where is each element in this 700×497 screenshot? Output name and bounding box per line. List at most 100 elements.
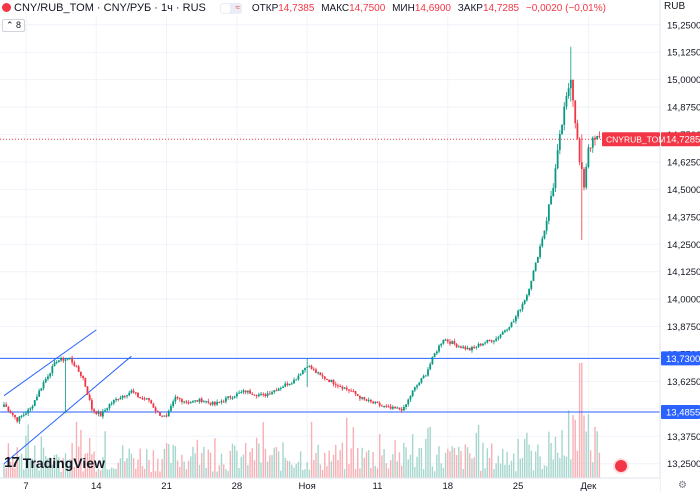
volume-bar [304, 469, 306, 478]
candle-body [233, 396, 236, 398]
volume-bar [233, 445, 236, 478]
candle-body [183, 401, 186, 403]
volume-bar [216, 471, 218, 478]
volume-bar [86, 453, 89, 478]
candle-body [196, 400, 199, 402]
volume-bar [51, 464, 54, 478]
volume-bar [236, 450, 238, 478]
candle-body [7, 406, 10, 412]
candle-body [209, 402, 212, 405]
compare-toggle[interactable]: ≈ [219, 2, 242, 14]
tradingview-logo[interactable]: 17 TradingView [4, 454, 105, 471]
volume-bar [251, 448, 253, 478]
volume-bar [40, 436, 43, 478]
candle-body [517, 310, 519, 317]
candle-body [163, 415, 166, 417]
candle-body [62, 358, 65, 361]
volume-bar [47, 458, 49, 478]
candle-body [47, 376, 49, 379]
volume-bar [302, 469, 304, 478]
candle-body [25, 413, 27, 415]
symbol-title[interactable]: CNY/RUB_TOM · CNY/РУБ · 1ч · RUS [14, 2, 206, 14]
volume-bar [286, 460, 289, 478]
trend-channel[interactable] [3, 329, 132, 465]
price-marker-box [661, 405, 700, 420]
candle-body [501, 332, 504, 335]
candle-body [378, 402, 381, 406]
settings-gear-icon[interactable]: ⚙ [678, 480, 687, 491]
volume-bar [581, 363, 583, 478]
volume-bar [451, 446, 453, 478]
volume-bar [310, 421, 313, 478]
candle-body [128, 392, 131, 396]
candle-body [152, 403, 155, 408]
volume-bar [315, 453, 317, 478]
horizontal-lines[interactable] [0, 138, 660, 413]
candle-body [97, 412, 100, 414]
candle-body [536, 257, 539, 263]
volume-bar [244, 442, 247, 478]
candle-body [275, 390, 278, 392]
candle-body [574, 100, 577, 124]
volume-bar [585, 431, 587, 478]
candle-body [556, 150, 559, 169]
volume-bar [407, 459, 409, 478]
record-button[interactable] [615, 460, 627, 472]
candle-body [29, 408, 32, 410]
volume-bar [146, 449, 148, 478]
candle-body [77, 366, 80, 372]
volume-bar [291, 464, 293, 478]
candle-body [165, 415, 168, 417]
candle-body [422, 375, 425, 379]
volume-bar [576, 450, 579, 478]
candle-body [301, 370, 304, 375]
candle-body [104, 410, 106, 412]
volume-bar [570, 459, 572, 478]
candle-body [569, 79, 572, 89]
candle-body [187, 402, 190, 404]
candle-body [304, 367, 306, 371]
volume-bar [106, 469, 108, 478]
channel-line-upper [3, 329, 97, 397]
volume-bar [159, 471, 161, 478]
candle-body [583, 168, 585, 188]
volume-bar [592, 462, 594, 478]
volume-bar [528, 444, 530, 478]
volume-bar [82, 471, 84, 478]
tradingview-mark-icon: 17 [4, 454, 20, 471]
volume-bar [574, 419, 576, 478]
candle-body [405, 404, 407, 407]
volume-bar [280, 470, 282, 478]
candle-body [203, 401, 205, 403]
candle-body [260, 393, 262, 395]
volume-bar [91, 454, 93, 478]
volume-bar [183, 461, 185, 478]
price-marker-box [661, 351, 700, 366]
volume-bar [277, 451, 280, 478]
candle-body [227, 396, 229, 398]
volume-bar [477, 424, 480, 478]
time-tick-label: 14 [91, 481, 102, 492]
candle-body [578, 138, 581, 163]
collapse-indicators-button[interactable]: ⌃ 8 [2, 19, 26, 32]
candle-body [174, 396, 177, 402]
candle-body [345, 387, 348, 390]
candle-body [172, 401, 175, 407]
time-axis[interactable]: 7 14 21 28 Ноя 11 18 25 Дек [0, 477, 660, 492]
candle-body [554, 168, 557, 188]
candle-body [400, 409, 403, 411]
candle-body [11, 413, 14, 415]
candle-body [110, 403, 113, 405]
candle-body [326, 379, 328, 381]
candle-body [159, 412, 161, 416]
candle-body [86, 386, 89, 395]
volume-bar [29, 458, 32, 478]
candle-body [435, 351, 438, 354]
candle-body [455, 344, 458, 348]
volume-bar [561, 429, 563, 478]
currency-label[interactable]: RUB [664, 1, 686, 12]
volume-bar [552, 459, 554, 478]
channel-line-lower [3, 355, 132, 465]
